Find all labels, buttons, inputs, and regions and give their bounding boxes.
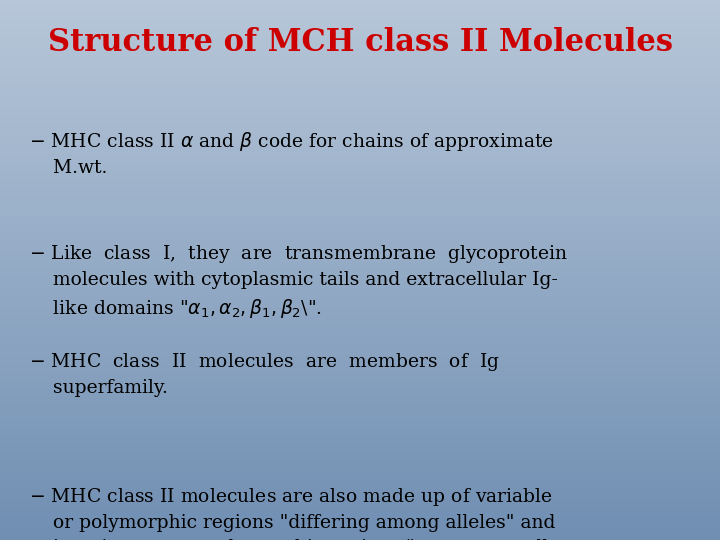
Text: $-$ MHC  class  II  molecules  are  members  of  Ig
    superfamily.: $-$ MHC class II molecules are members o… — [29, 351, 500, 397]
Text: $-$ MHC class II molecules are also made up of variable
    or polymorphic regio: $-$ MHC class II molecules are also made… — [29, 486, 555, 540]
Text: Structure of MCH class II Molecules: Structure of MCH class II Molecules — [48, 27, 672, 58]
Text: $-$ MHC class II $\alpha$ and $\beta$ code for chains of approximate
    M.wt.: $-$ MHC class II $\alpha$ and $\beta$ co… — [29, 130, 554, 177]
Text: $-$ Like  class  I,  they  are  transmembrane  glycoprotein
    molecules with c: $-$ Like class I, they are transmembrane… — [29, 243, 568, 320]
